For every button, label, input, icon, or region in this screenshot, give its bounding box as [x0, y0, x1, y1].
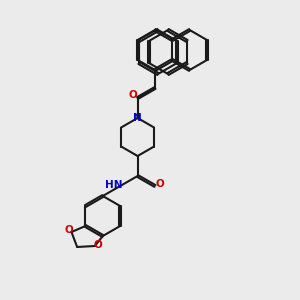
- Text: O: O: [93, 240, 102, 250]
- Text: O: O: [156, 179, 164, 189]
- Text: N: N: [133, 113, 142, 123]
- Text: O: O: [64, 225, 73, 235]
- Text: HN: HN: [106, 180, 123, 190]
- Text: O: O: [128, 90, 137, 100]
